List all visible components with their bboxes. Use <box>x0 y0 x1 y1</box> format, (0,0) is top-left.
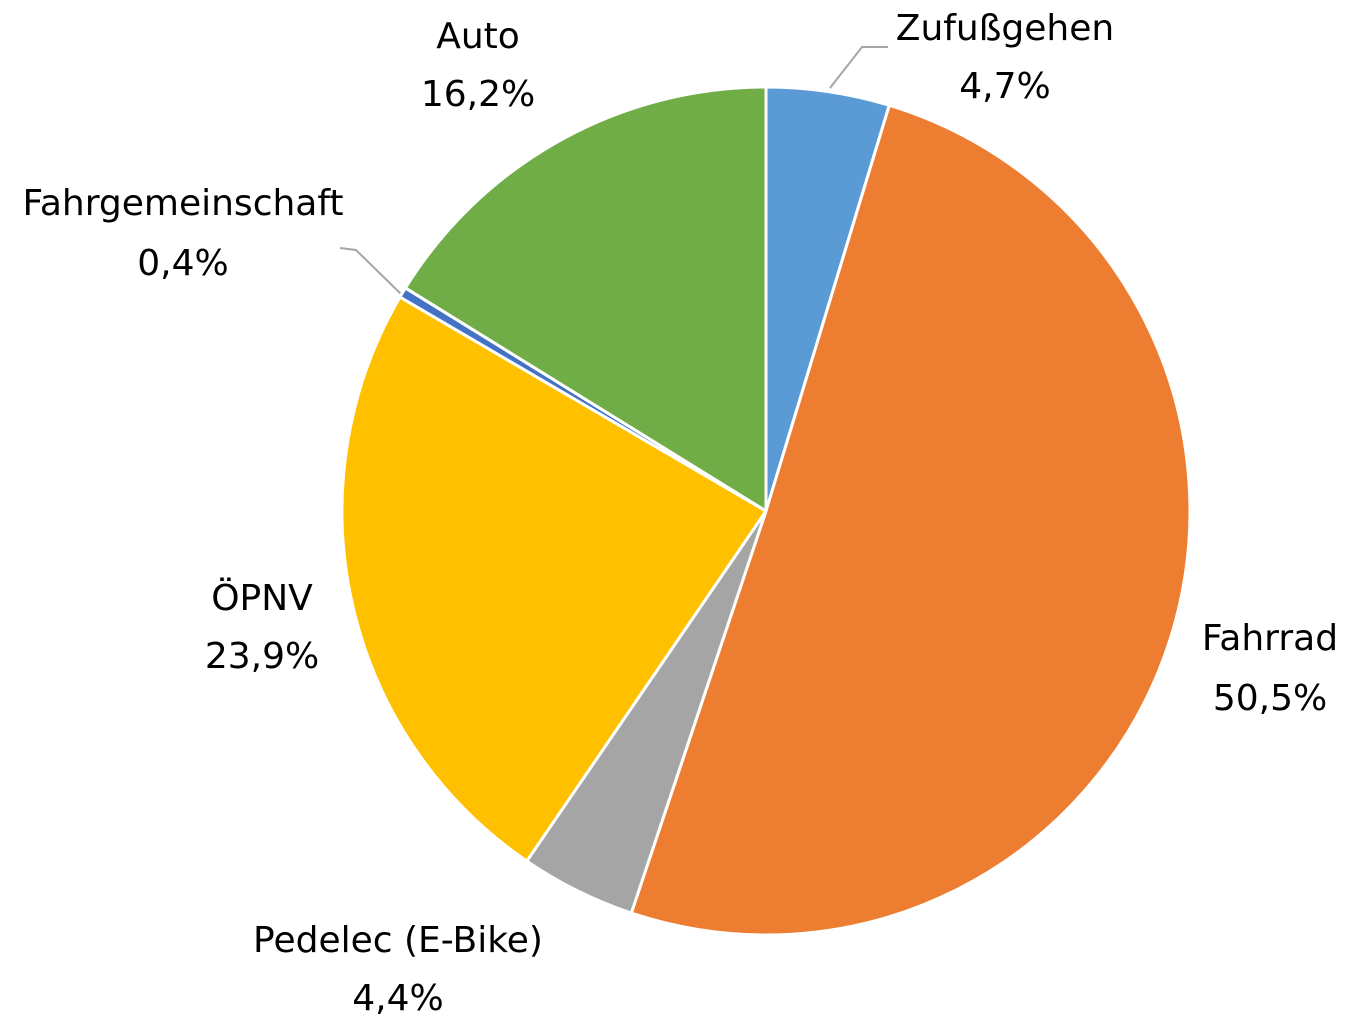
value-label: 23,9% <box>205 636 319 677</box>
pie-slice <box>403 85 768 513</box>
pie-slice <box>340 295 768 863</box>
value-label: 4,7% <box>959 66 1050 107</box>
slice-label: ÖPNV <box>211 577 313 619</box>
slice-label: Pedelec (E-Bike) <box>253 920 543 961</box>
slice-label: Auto <box>436 16 520 57</box>
value-label: 50,5% <box>1213 678 1327 719</box>
leader-line <box>829 46 888 89</box>
slice-label: Fahrrad <box>1202 618 1338 659</box>
value-label: 16,2% <box>421 74 535 115</box>
slice-label: Zufußgehen <box>896 8 1114 49</box>
leader-line <box>339 247 402 295</box>
slice-label: Fahrgemeinschaft <box>22 183 343 224</box>
value-label: 0,4% <box>137 243 228 284</box>
pie-slice <box>629 103 1192 937</box>
value-label: 4,4% <box>352 978 443 1019</box>
